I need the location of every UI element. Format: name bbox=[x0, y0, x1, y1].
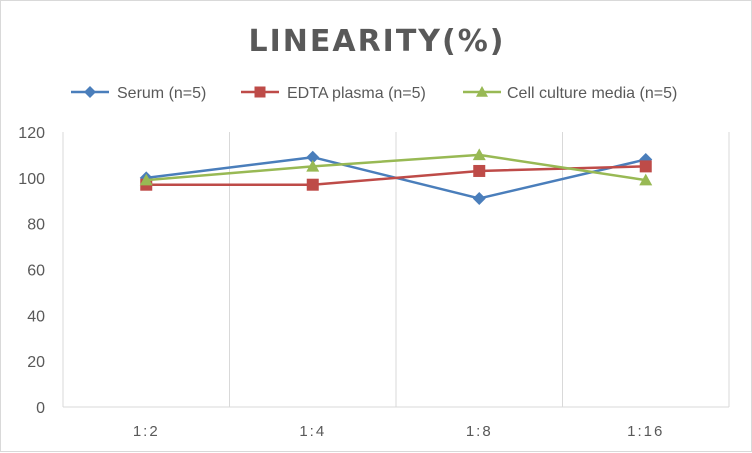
legend-entry-1: Serum (n=5) bbox=[71, 85, 206, 102]
data-point-diamond bbox=[306, 150, 320, 164]
y-tick-label: 80 bbox=[27, 217, 45, 234]
series-group bbox=[139, 148, 653, 205]
data-point-square bbox=[639, 160, 652, 173]
legend-label: Cell culture media (n=5) bbox=[507, 85, 677, 102]
data-point-triangle bbox=[306, 159, 320, 172]
legend-entry-3: Cell culture media (n=5) bbox=[463, 85, 677, 102]
y-tick-label: 0 bbox=[36, 400, 45, 417]
data-point-diamond bbox=[84, 86, 96, 98]
x-tick-label: 1:8 bbox=[466, 423, 493, 440]
chart-title: LINEARITY(%) bbox=[248, 24, 505, 59]
legend-label: EDTA plasma (n=5) bbox=[287, 85, 426, 102]
x-tick-label: 1:16 bbox=[627, 423, 664, 440]
data-point-triangle bbox=[476, 86, 488, 97]
y-tick-label: 120 bbox=[18, 125, 45, 142]
y-axis: 0 20 40 60 80 100 120 bbox=[18, 125, 45, 417]
data-point-triangle bbox=[639, 173, 653, 186]
series-line bbox=[146, 153, 646, 182]
legend: Serum (n=5) EDTA plasma (n=5) Cell culture… bbox=[71, 85, 677, 102]
x-axis: 1:2 1:4 1:8 1:16 bbox=[63, 406, 729, 440]
series-3 bbox=[139, 148, 653, 186]
data-point-triangle bbox=[139, 173, 153, 186]
data-point-square bbox=[254, 86, 266, 98]
x-tick-label: 1:2 bbox=[133, 423, 160, 440]
y-tick-label: 20 bbox=[27, 354, 45, 371]
x-tick-label: 1:4 bbox=[299, 423, 326, 440]
data-point-diamond bbox=[472, 191, 486, 205]
data-point-square bbox=[306, 178, 319, 191]
y-tick-label: 40 bbox=[27, 308, 45, 325]
legend-label: Serum (n=5) bbox=[117, 85, 206, 102]
grid-lines bbox=[62, 132, 730, 407]
y-tick-label: 100 bbox=[18, 171, 45, 188]
data-point-square bbox=[473, 164, 486, 177]
y-tick-label: 60 bbox=[27, 263, 45, 280]
data-point-triangle bbox=[472, 148, 486, 161]
legend-entry-2: EDTA plasma (n=5) bbox=[241, 85, 426, 102]
